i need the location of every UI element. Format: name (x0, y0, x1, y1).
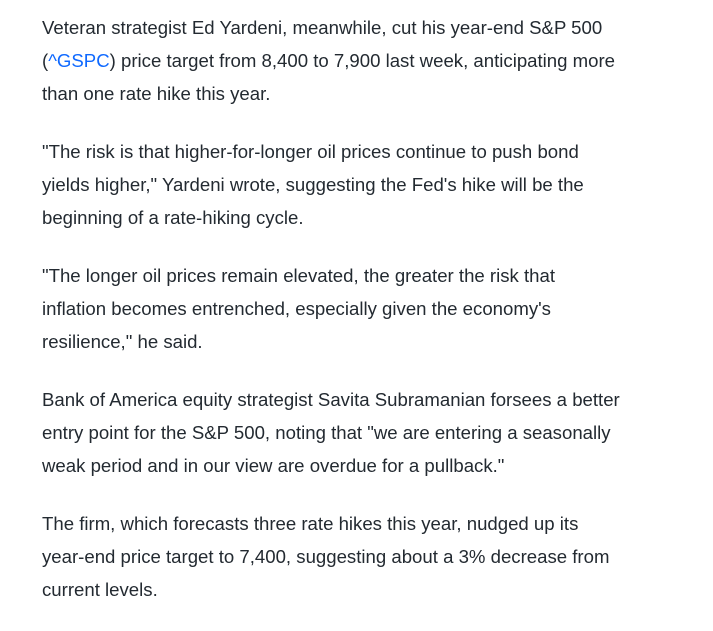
paragraph: "The risk is that higher-for-longer oil … (42, 135, 707, 234)
page: {"paragraphs": [ {"lines": [ "Veteran st… (42, 17, 620, 600)
text-segment: ( (42, 50, 49, 71)
text-line: Veteran strategist Ed Yardeni, meanwhile… (42, 17, 603, 38)
text-line: entry point for the S&P 500, noting that… (42, 422, 611, 443)
paragraph: Bank of America equity strategist Savita… (42, 383, 707, 482)
text-line: resilience," he said. (42, 331, 203, 352)
text-line: The firm, which forecasts three rate hik… (42, 513, 579, 534)
paragraph: "The longer oil prices remain elevated, … (42, 259, 707, 358)
text-line: (^GSPC) price target from 8,400 to 7,900… (42, 44, 707, 77)
paragraph: Veteran strategist Ed Yardeni, meanwhile… (42, 11, 707, 110)
text-line: yields higher," Yardeni wrote, suggestin… (42, 174, 584, 195)
text-segment: ) price target from 8,400 to 7,900 last … (109, 50, 616, 71)
article-body: Veteran strategist Ed Yardeni, meanwhile… (42, 11, 707, 631)
text-line: inflation becomes entrenched, especially… (42, 298, 551, 319)
text-line: beginning of a rate-hiking cycle. (42, 207, 304, 228)
ticker-link[interactable]: ^GSPC (48, 50, 110, 71)
text-line: "The risk is that higher-for-longer oil … (42, 141, 579, 162)
text-line: weak period and in our view are overdue … (42, 455, 505, 476)
text-line: Bank of America equity strategist Savita… (42, 389, 620, 410)
text-line: than one rate hike this year. (42, 83, 271, 104)
text-line: "The longer oil prices remain elevated, … (42, 265, 556, 286)
text-line: current levels. (42, 579, 158, 600)
paragraph: The firm, which forecasts three rate hik… (42, 507, 707, 606)
text-line: year-end price target to 7,400, suggesti… (42, 546, 610, 567)
